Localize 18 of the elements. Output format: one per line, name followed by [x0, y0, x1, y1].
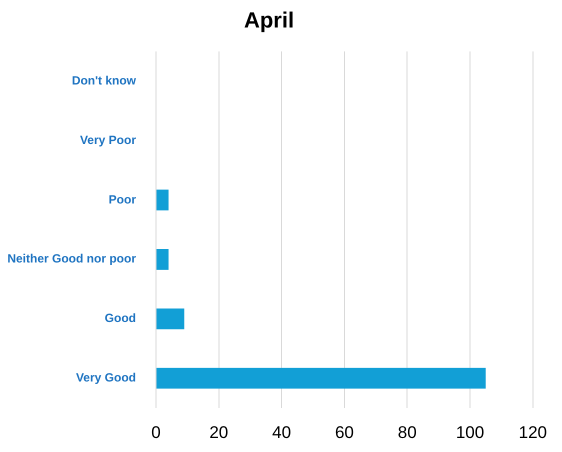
- y-tick-label: Good: [104, 311, 136, 326]
- bar: [156, 368, 486, 389]
- x-tick-label: 0: [151, 422, 161, 442]
- bar: [156, 308, 184, 330]
- y-tick-label: Very Poor: [80, 132, 136, 147]
- x-tick-label: 40: [272, 422, 292, 442]
- x-tick-label: 80: [398, 422, 417, 442]
- x-tick-label: 120: [518, 422, 548, 442]
- bar: [156, 249, 169, 270]
- x-tick-label: 100: [456, 422, 484, 442]
- x-tick-label: 60: [334, 422, 354, 442]
- y-tick-label: Don't know: [72, 73, 137, 88]
- bar: [156, 190, 169, 210]
- chart-title: April: [244, 7, 294, 32]
- y-tick-label: Very Good: [76, 370, 136, 385]
- x-tick-label: 20: [209, 422, 228, 442]
- y-tick-label: Poor: [108, 192, 136, 206]
- y-tick-label: Neither Good nor poor: [7, 252, 136, 266]
